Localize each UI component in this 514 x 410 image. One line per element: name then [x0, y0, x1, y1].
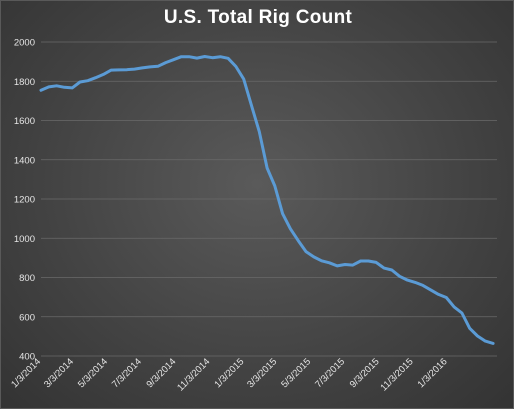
data-point [289, 227, 292, 230]
data-point [452, 305, 456, 309]
data-point [156, 65, 160, 68]
x-tick-label: 3/3/2014 [42, 356, 76, 390]
chart-title: U.S. Total Rig Count [163, 7, 353, 28]
x-tick-label: 1/3/2016 [416, 356, 450, 390]
data-point [406, 278, 409, 282]
data-point [484, 339, 487, 343]
y-tick-label: 400 [19, 352, 35, 363]
data-point [55, 84, 58, 88]
data-point [491, 342, 495, 345]
data-point [328, 261, 331, 264]
data-point [429, 288, 432, 292]
data-point [351, 263, 354, 267]
data-point [102, 73, 105, 76]
data-point [195, 56, 199, 60]
data-point [86, 79, 90, 82]
y-tick-label: 1000 [14, 234, 35, 245]
x-tick-label: 7/3/2015 [313, 356, 347, 390]
data-point [133, 67, 136, 71]
data-point [297, 239, 300, 242]
data-point [203, 55, 206, 58]
series-layer [39, 55, 495, 345]
y-tick-label: 1400 [14, 155, 35, 166]
data-point [312, 255, 315, 259]
x-tick-label: 1/3/2015 [212, 356, 246, 390]
data-point [94, 76, 97, 79]
data-point [273, 184, 276, 188]
data-point [164, 61, 167, 64]
series-line [39, 55, 495, 345]
x-tick-label: 9/3/2015 [348, 356, 382, 390]
data-point [304, 250, 308, 253]
data-point [226, 57, 230, 60]
data-point [242, 77, 245, 81]
data-point [211, 56, 214, 59]
data-point [180, 55, 183, 58]
data-point [437, 293, 440, 296]
data-point [47, 85, 50, 89]
data-point [187, 55, 191, 58]
data-point [390, 268, 393, 272]
data-point [172, 58, 175, 61]
data-point [359, 259, 362, 263]
data-point [141, 66, 144, 70]
data-point [258, 130, 261, 133]
data-point [78, 80, 82, 84]
data-point [375, 261, 378, 264]
data-point [148, 65, 152, 69]
data-point [382, 266, 386, 270]
data-point [125, 68, 128, 71]
y-tick-label: 2000 [14, 38, 35, 49]
data-point [421, 284, 425, 287]
y-tick-label: 1200 [14, 195, 35, 206]
y-axis-tick-labels: 400 600 800 1000 1200 1400 1600 1800 2000 [14, 38, 35, 363]
x-tick-label: 5/3/2014 [76, 356, 110, 390]
y-tick-label: 800 [19, 273, 35, 284]
x-tick-label: 9/3/2014 [144, 356, 178, 390]
x-tick-label: 7/3/2014 [110, 356, 144, 390]
x-tick-label: 3/3/2015 [245, 356, 279, 390]
x-tick-label: 11/3/2014 [175, 356, 212, 393]
data-point [336, 264, 339, 268]
gridlines [41, 41, 497, 357]
data-point [468, 327, 471, 330]
data-point [398, 275, 401, 278]
data-point [39, 89, 43, 92]
data-point [460, 311, 464, 315]
x-tick-label: 11/3/2015 [378, 356, 415, 393]
data-point [250, 104, 253, 107]
data-point [281, 212, 284, 215]
data-point [265, 166, 269, 170]
data-point [117, 68, 121, 72]
y-tick-label: 1600 [14, 116, 35, 127]
y-tick-label: 600 [19, 312, 35, 323]
data-point [110, 68, 113, 72]
x-tick-label: 5/3/2015 [279, 356, 313, 390]
data-point [63, 86, 66, 89]
data-point [234, 65, 238, 68]
data-point [71, 86, 74, 90]
data-point [320, 259, 323, 262]
data-point [367, 259, 370, 263]
data-point [343, 263, 347, 266]
data-point [445, 296, 448, 299]
data-point [219, 55, 222, 58]
data-point [414, 281, 417, 284]
data-point [476, 334, 479, 338]
y-tick-label: 1800 [14, 77, 35, 88]
